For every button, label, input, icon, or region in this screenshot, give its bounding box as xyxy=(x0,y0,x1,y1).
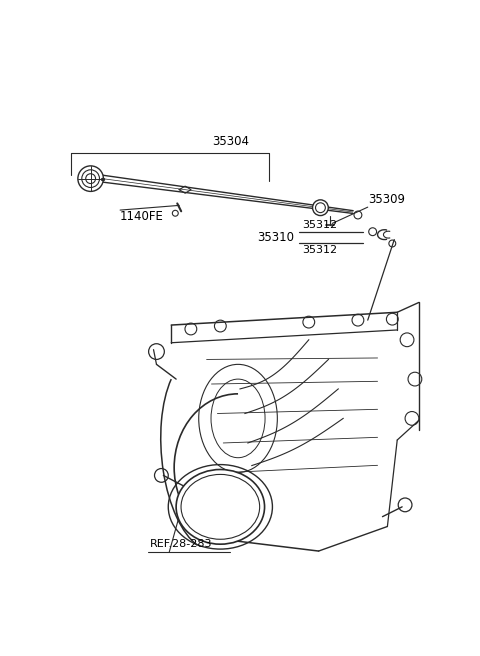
Circle shape xyxy=(82,170,99,188)
Text: 35309: 35309 xyxy=(368,193,405,206)
Text: 35312: 35312 xyxy=(302,220,337,230)
Text: 35312: 35312 xyxy=(302,245,337,255)
Circle shape xyxy=(78,166,103,192)
Ellipse shape xyxy=(176,470,264,544)
Circle shape xyxy=(312,200,328,216)
Text: REF.28-283: REF.28-283 xyxy=(150,539,212,549)
Text: 35304: 35304 xyxy=(213,134,250,148)
Text: 35310: 35310 xyxy=(257,231,294,244)
Text: 1140FE: 1140FE xyxy=(120,211,164,224)
